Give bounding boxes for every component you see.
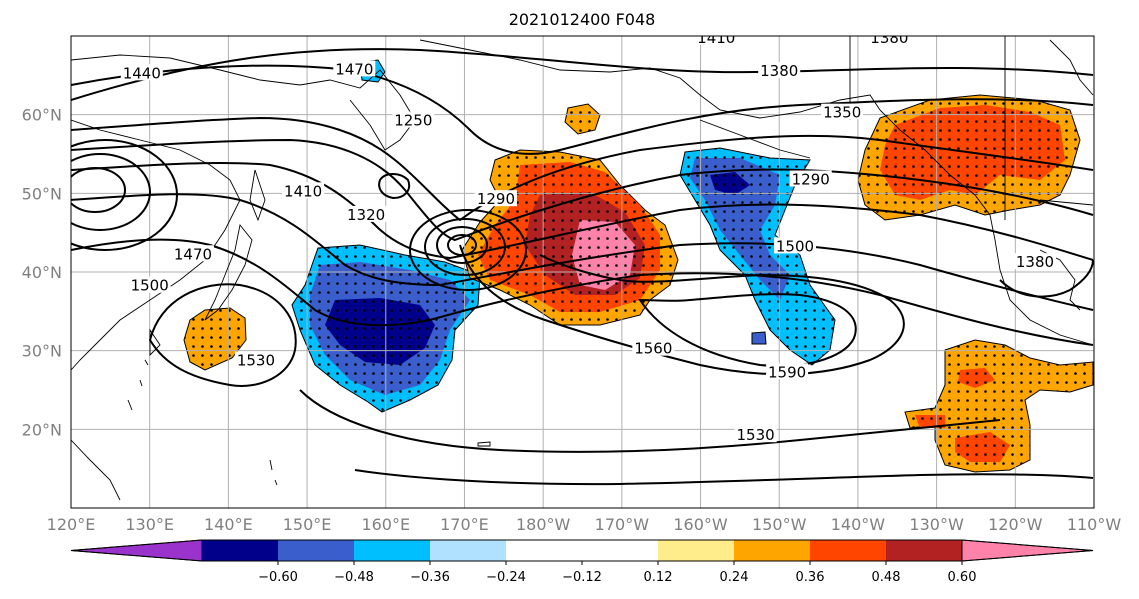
colorbar-segment: [886, 540, 963, 561]
colorbar-tick-label: −0.60: [258, 570, 298, 585]
lat-tick-label: 60°N: [22, 106, 62, 125]
lat-tick-label: 20°N: [22, 420, 62, 439]
contour-label: 1350: [823, 104, 861, 122]
colorbar-segment: [278, 540, 355, 561]
colorbar-segment: [582, 540, 659, 561]
contour-label-bg: [695, 36, 738, 45]
contour-label: 1470: [335, 60, 373, 78]
contour-label-bg: [120, 64, 163, 81]
contour-label-bg: [632, 339, 675, 356]
colorbar-segment: [506, 540, 583, 561]
colorbar-tick-label: 0.24: [720, 570, 749, 585]
contour-label: 1410: [284, 182, 322, 200]
lat-tick-label: 30°N: [22, 342, 62, 361]
contour-label: 1590: [768, 363, 806, 381]
lon-tick-label: 140°W: [831, 515, 886, 534]
contour-label: 1380: [1016, 253, 1054, 271]
colorbar-tick-label: 0.60: [948, 570, 977, 585]
colorbar: −0.60 −0.48 −0.36 −0.24 −0.12 0.12 0.24 0.36 0.4…: [70, 539, 1094, 585]
lat-tick-label: 50°N: [22, 184, 62, 203]
contour-label: 1380: [760, 62, 798, 80]
contour-label: 1250: [394, 112, 432, 130]
contour-label-bg: [333, 60, 376, 77]
colorbar-tick-label: 0.12: [644, 570, 673, 585]
lon-tick-label: 160°W: [673, 515, 728, 534]
contour-labels: 1440 1470 1410 1380 1380 1350 1250 1290 1290 1320…: [120, 29, 1056, 444]
contour-label-bg: [789, 170, 832, 187]
longitude-tick-labels: 120°E 130°E 140°E 150°E 160°E 170°E 180°W 170°W…: [47, 515, 1122, 534]
contour-label-bg: [392, 111, 435, 128]
contour-label-bg: [868, 36, 911, 45]
colorbar-tick-label: −0.12: [562, 570, 602, 585]
map-frame: [70, 35, 1095, 509]
contour-label: 1500: [131, 277, 169, 295]
colorbar-tick-label: −0.36: [410, 570, 450, 585]
contour-label: 1530: [737, 426, 775, 444]
contour-label: 1560: [634, 340, 672, 358]
lon-tick-label: 110°W: [1067, 515, 1122, 534]
figure-title: 2021012400 F048: [509, 10, 656, 29]
contour-label-bg: [282, 182, 325, 199]
contour-label: 1500: [776, 237, 814, 255]
lon-tick-label: 130°E: [125, 515, 174, 534]
colorbar-segment: [810, 540, 887, 561]
lon-tick-label: 120°E: [47, 515, 96, 534]
lon-tick-label: 120°W: [988, 515, 1043, 534]
contour-label-bg: [171, 245, 214, 262]
contour-label-bg: [474, 190, 517, 207]
colorbar-segment: [202, 540, 279, 561]
colorbar-extend-high: [961, 539, 1094, 562]
contour-label-bg: [734, 426, 777, 443]
contour-label: 1290: [477, 190, 515, 208]
contour-label-bg: [821, 103, 864, 120]
contour-label: 1380: [870, 29, 908, 47]
contour-label-bg: [773, 237, 816, 254]
lon-tick-label: 170°W: [595, 515, 650, 534]
lon-tick-label: 150°E: [283, 515, 332, 534]
lon-tick-label: 160°E: [361, 515, 410, 534]
contour-label-bg: [234, 351, 277, 368]
latitude-tick-labels: 20°N 30°N 40°N 50°N 60°N: [22, 106, 62, 440]
lon-tick-label: 170°E: [440, 515, 489, 534]
contour-label: 1530: [237, 351, 275, 369]
colorbar-tick-label: −0.24: [486, 570, 526, 585]
contour-label-bg: [766, 363, 809, 380]
lat-tick-label: 40°N: [22, 263, 62, 282]
contour-label-bg: [128, 276, 171, 293]
colorbar-tick-label: 0.36: [796, 570, 825, 585]
lon-tick-label: 180°W: [516, 515, 571, 534]
contour-label-bg: [345, 205, 388, 222]
colorbar-segment: [354, 540, 431, 561]
contour-label: 1470: [174, 245, 212, 263]
lon-tick-label: 140°E: [204, 515, 253, 534]
colorbar-segment: [658, 540, 735, 561]
colorbar-extend-low: [70, 539, 203, 562]
contour-label: 1320: [347, 206, 385, 224]
contour-lines: [71, 48, 1094, 486]
contour-label: 1440: [123, 64, 161, 82]
colorbar-segment: [734, 540, 811, 561]
contour-label-bg: [758, 61, 801, 78]
colorbar-segment: [430, 540, 507, 561]
colorbar-tick-label: 0.48: [872, 570, 901, 585]
contour-label-bg: [1013, 253, 1056, 270]
colorbar-outline: [70, 539, 1094, 562]
lon-tick-label: 130°W: [909, 515, 964, 534]
contour-label: 1290: [792, 171, 830, 189]
colorbar-tick-label: −0.48: [334, 570, 374, 585]
contour-label: 1410: [697, 29, 735, 47]
lon-tick-label: 150°W: [752, 515, 807, 534]
